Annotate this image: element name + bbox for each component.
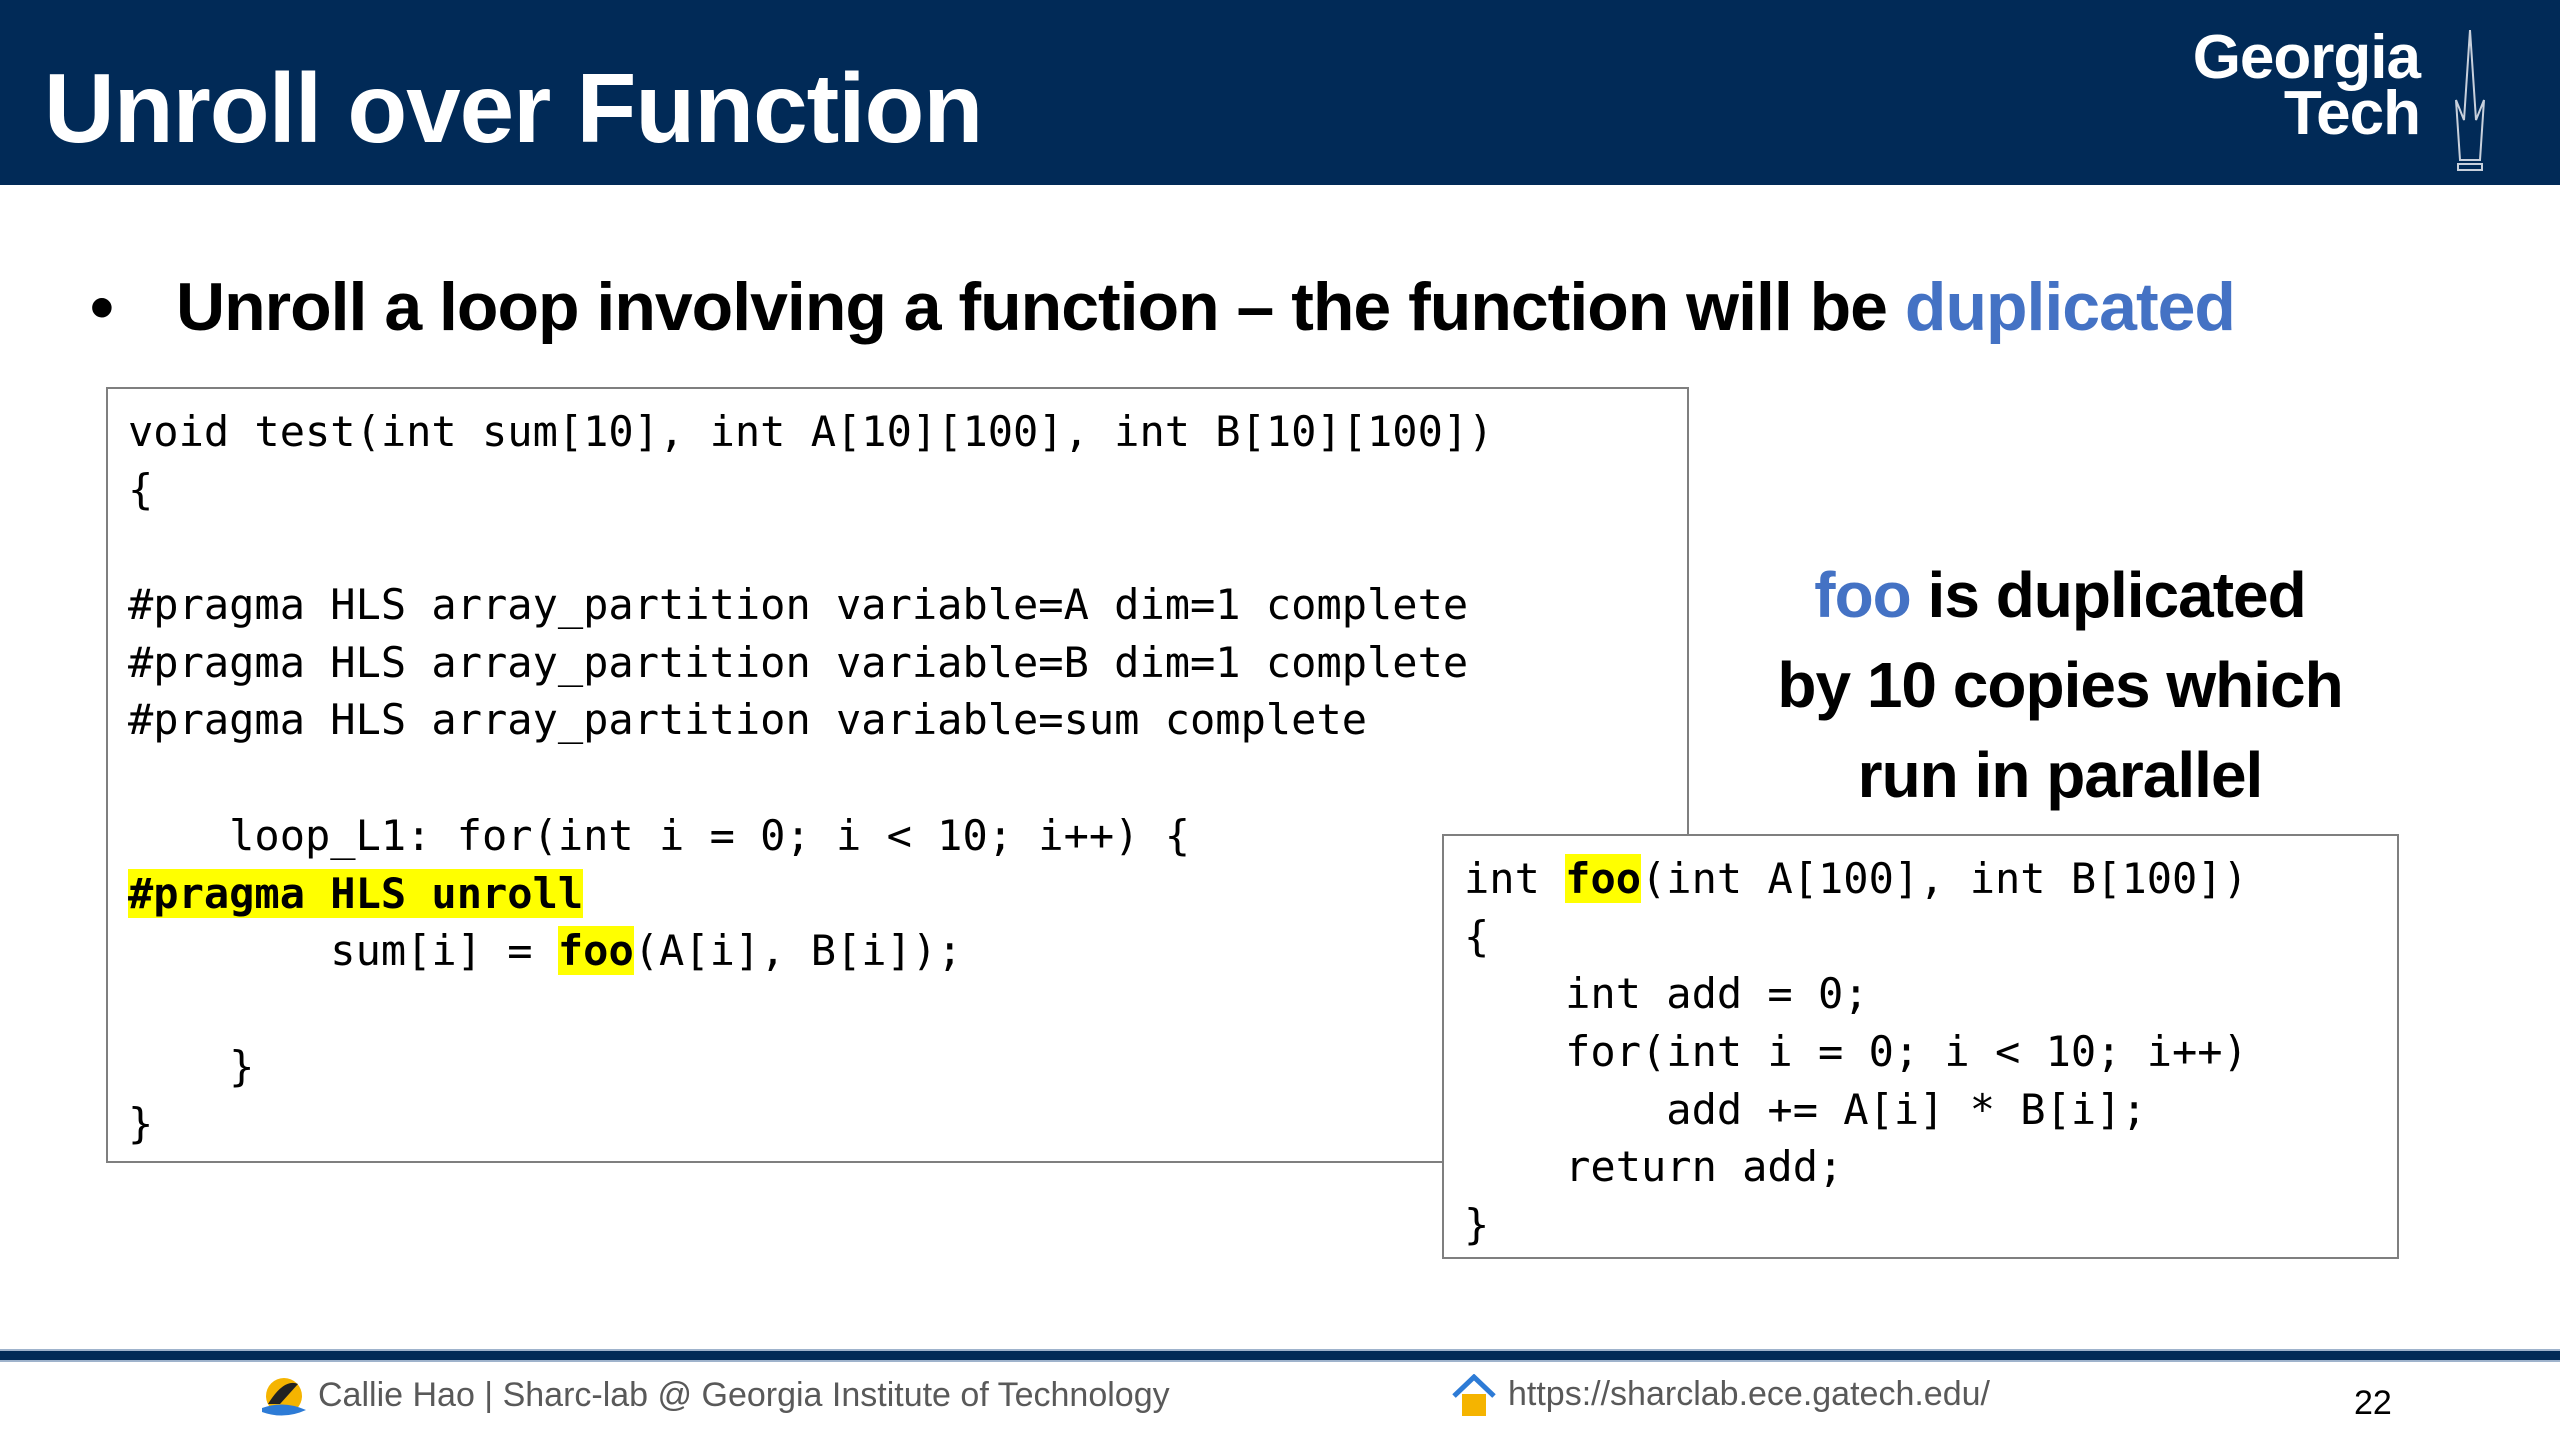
code-text: #pragma HLS array_partition variable=A d…	[128, 580, 1469, 630]
side-note-line1: is duplicated	[1910, 559, 2307, 631]
code-text: (int A[100], int B[100])	[1641, 854, 2248, 903]
code-text: loop_L1: for(int i = 0; i < 10; i++) {	[128, 810, 1191, 860]
code-line: return add;	[1464, 1138, 2397, 1196]
highlighted-code: foo	[557, 926, 634, 976]
code-text: void test(int sum[10], int A[10][100], i…	[128, 407, 1494, 456]
code-line: int foo(int A[100], int B[100])	[1464, 850, 2397, 908]
code-text: }	[1464, 1200, 1490, 1250]
bullet-text: Unroll a loop involving a function – the…	[176, 269, 1905, 345]
code-text: return add;	[1464, 1142, 1844, 1192]
sharc-lab-logo-icon	[262, 1378, 306, 1416]
bullet-highlight: duplicated	[1904, 269, 2236, 345]
code-text: {	[128, 464, 154, 514]
code-line: }	[1464, 1196, 2397, 1254]
code-line	[128, 518, 1687, 576]
code-text: }	[128, 1041, 255, 1091]
georgia-tech-logo: Georgia Tech	[2120, 23, 2500, 171]
code-line: #pragma HLS array_partition variable=B d…	[128, 634, 1687, 692]
code-line: }	[128, 1038, 1687, 1096]
slide-title: Unroll over Function	[44, 53, 983, 163]
test-function-code-box: void test(int sum[10], int A[10][100], i…	[106, 387, 1689, 1163]
code-text: #pragma HLS array_partition variable=B d…	[128, 637, 1469, 687]
highlighted-code: foo	[1565, 854, 1642, 903]
side-note-foo: foo	[1814, 559, 1911, 631]
code-line: }	[128, 1095, 1687, 1153]
bullet-dot: •	[90, 269, 114, 345]
code-line: {	[1464, 908, 2397, 966]
logo-text-tech: Tech	[2283, 79, 2421, 148]
footer-divider	[0, 1351, 2560, 1360]
footer-url-text[interactable]: https://sharclab.ece.gatech.edu/	[1508, 1374, 1990, 1413]
code-text: sum[i] =	[128, 926, 558, 976]
footer-author-text: Callie Hao | Sharc-lab @ Georgia Institu…	[318, 1375, 1170, 1414]
code-line: add += A[i] * B[i];	[1464, 1081, 2397, 1139]
tech-tower-spire-icon	[2455, 30, 2485, 171]
code-block-foo: int foo(int A[100], int B[100]){ int add…	[1464, 850, 2397, 1254]
foo-function-code-box: int foo(int A[100], int B[100]){ int add…	[1442, 834, 2399, 1259]
footer-author: Callie Hao | Sharc-lab @ Georgia Institu…	[258, 1374, 1170, 1420]
code-line: loop_L1: for(int i = 0; i < 10; i++) {	[128, 807, 1687, 865]
code-text: }	[128, 1099, 154, 1149]
code-line: {	[128, 461, 1687, 519]
code-line: #pragma HLS unroll	[128, 865, 1687, 923]
slide-header: Unroll over Function Georgia Tech	[0, 0, 2560, 185]
code-text: int	[1464, 854, 1566, 903]
side-note: foo is duplicated by 10 copies which run…	[1700, 550, 2420, 820]
logo-text-georgia: Georgia	[2192, 23, 2421, 92]
code-text: {	[1464, 911, 1490, 961]
code-block-test: void test(int sum[10], int A[10][100], i…	[128, 403, 1687, 1153]
footer-url[interactable]: https://sharclab.ece.gatech.edu/	[1450, 1374, 1990, 1418]
code-line: void test(int sum[10], int A[10][100], i…	[128, 403, 1687, 461]
code-text: (A[i], B[i]);	[633, 926, 963, 976]
code-line: #pragma HLS array_partition variable=sum…	[128, 691, 1687, 749]
highlighted-code: #pragma HLS unroll	[128, 868, 584, 918]
home-icon	[1452, 1374, 1496, 1416]
code-line: sum[i] = foo(A[i], B[i]);	[128, 922, 1687, 980]
code-line: int add = 0;	[1464, 965, 2397, 1023]
code-line: for(int i = 0; i < 10; i++)	[1464, 1023, 2397, 1081]
code-text: #pragma HLS array_partition variable=sum…	[128, 695, 1368, 745]
code-line	[128, 749, 1687, 807]
side-note-line3: run in parallel	[1857, 739, 2264, 811]
side-note-line2: by 10 copies which	[1777, 649, 2343, 721]
code-text: add += A[i] * B[i];	[1464, 1084, 2147, 1134]
code-text: int add = 0;	[1464, 969, 1869, 1019]
code-text: for(int i = 0; i < 10; i++)	[1464, 1027, 2248, 1077]
code-line: #pragma HLS array_partition variable=A d…	[128, 576, 1687, 634]
page-number: 22	[2354, 1384, 2392, 1422]
